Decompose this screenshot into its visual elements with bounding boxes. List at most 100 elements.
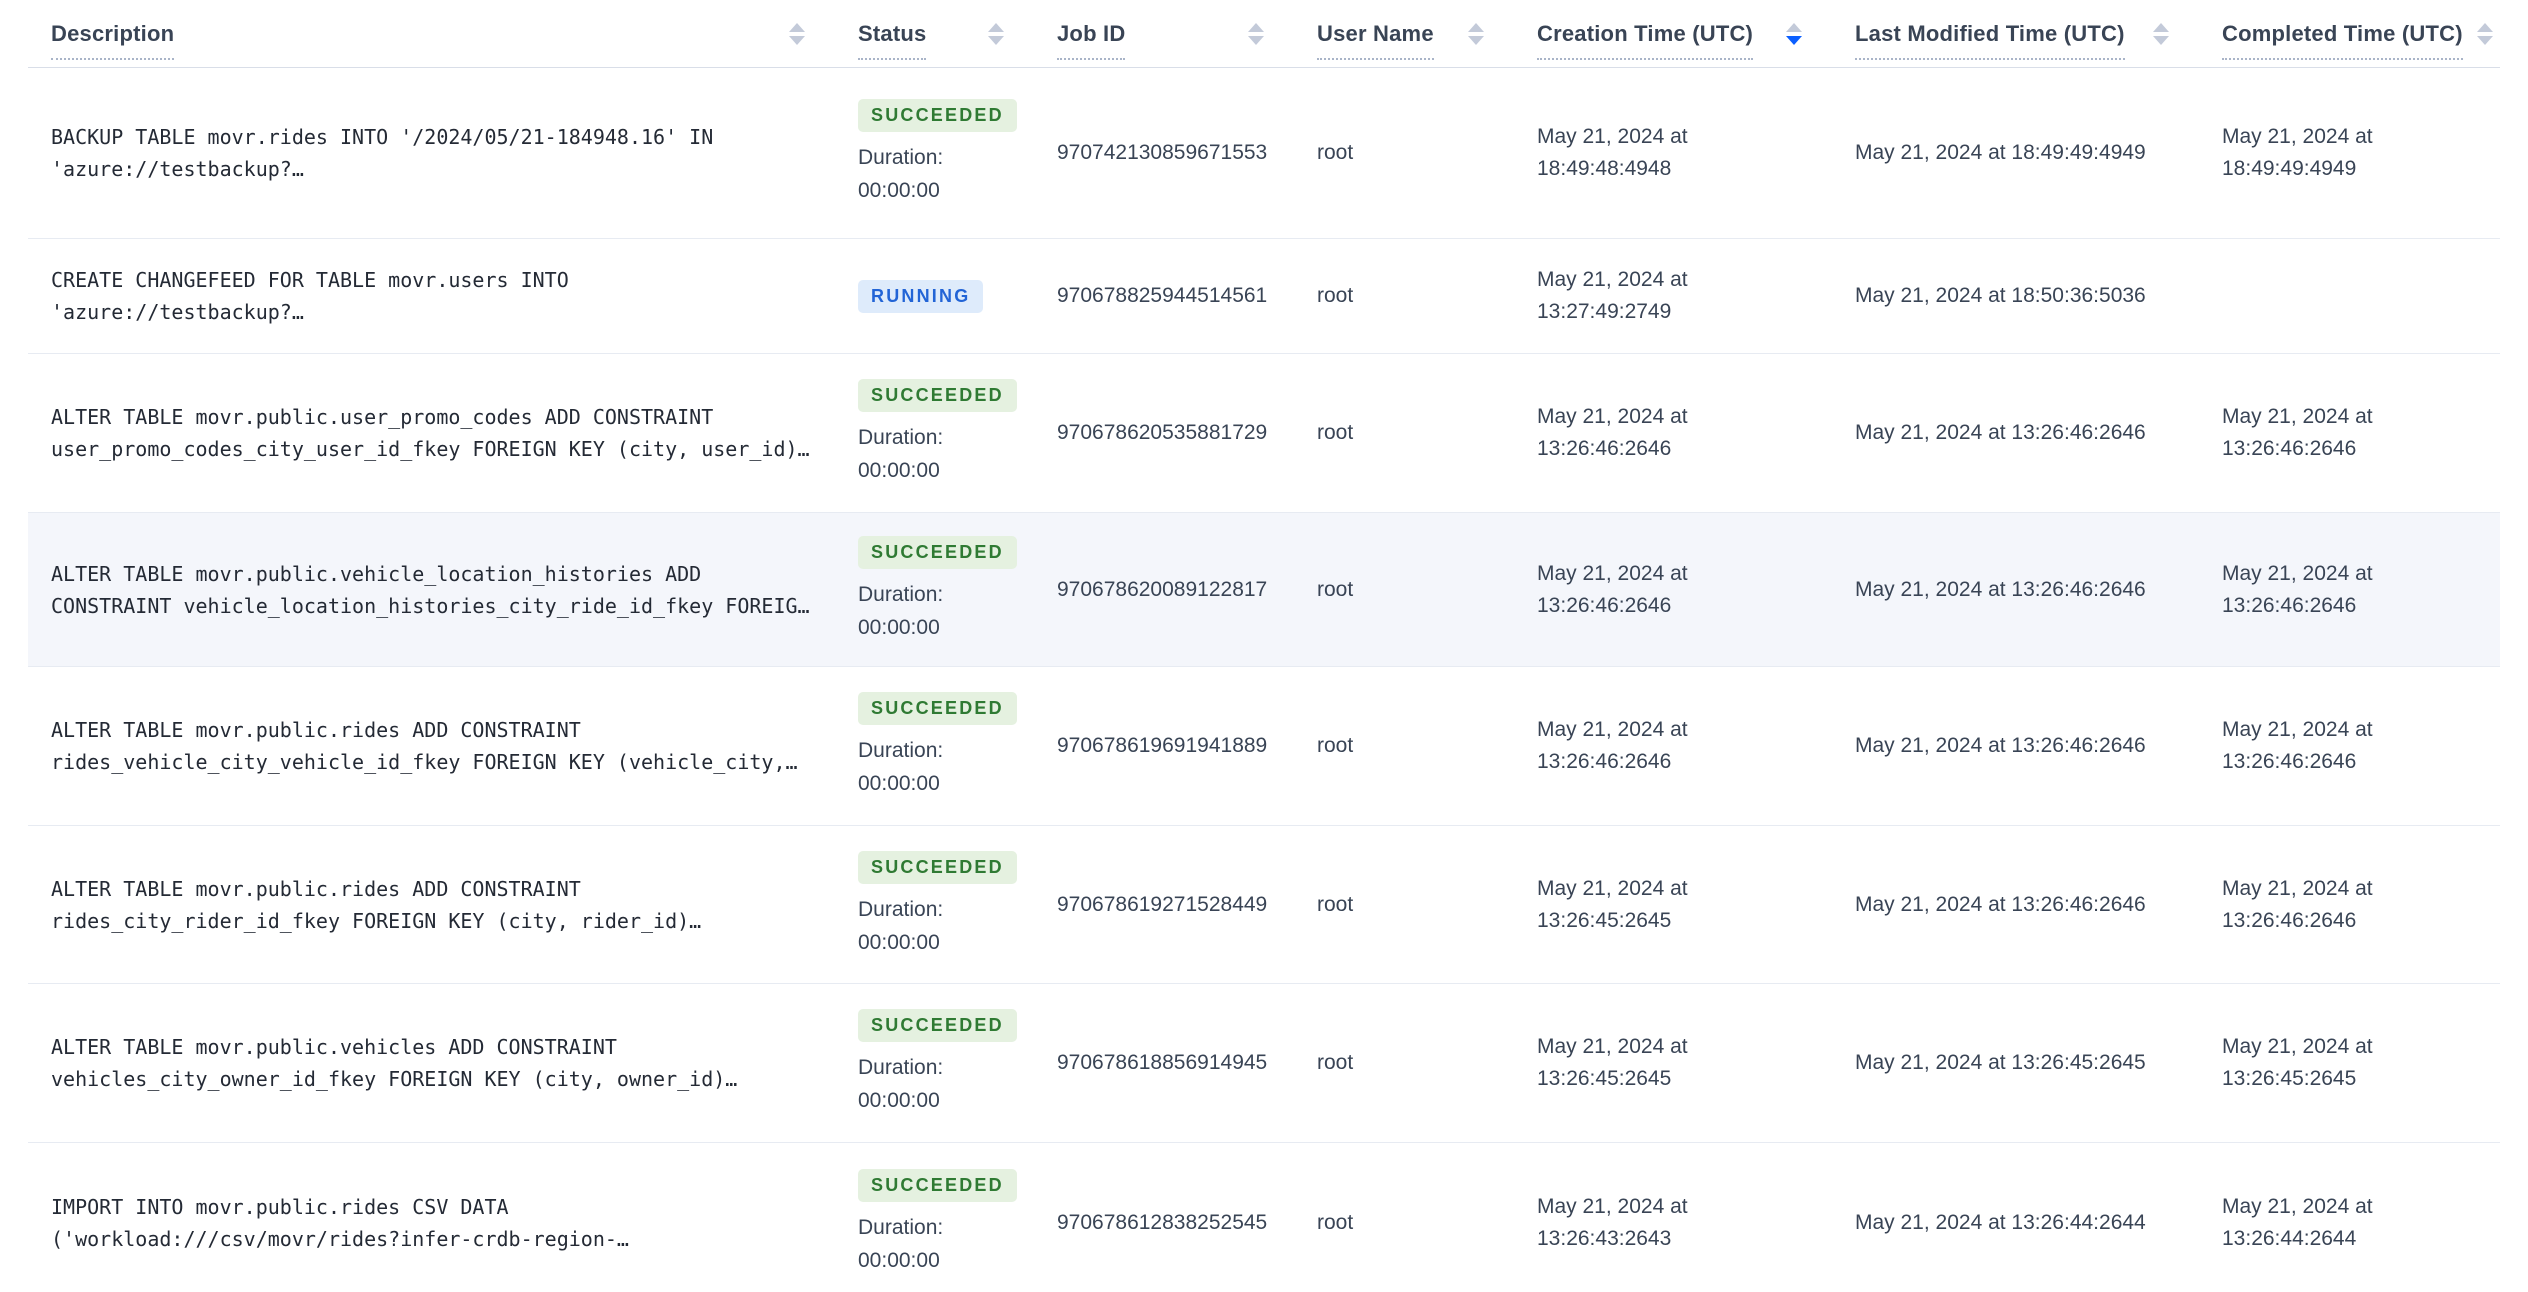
sort-icon	[2153, 22, 2169, 45]
job-id-cell: 970678620089122817	[1057, 577, 1268, 601]
status-cell: RUNNING	[835, 239, 1034, 353]
duration-value: 00:00:00	[858, 179, 940, 202]
duration-value: 00:00:00	[858, 459, 940, 482]
sort-icon	[988, 22, 1004, 45]
duration-label: Duration:	[858, 1215, 944, 1239]
job-id-cell: 970678620535881729	[1057, 421, 1268, 444]
column-header-description[interactable]: Description	[28, 21, 835, 60]
sort-up-arrow-icon	[1468, 22, 1484, 32]
column-header-completed-time[interactable]: Completed Time (UTC)	[2199, 21, 2500, 60]
user-name-cell: root	[1317, 1210, 1354, 1234]
status-cell: SUCCEEDED Duration: 00:00:00	[835, 984, 1034, 1142]
creation-time-cell: May 21, 2024 at 13:26:45:2645	[1537, 1035, 1688, 1090]
creation-time-cell: May 21, 2024 at 13:26:46:2646	[1537, 405, 1688, 460]
sort-down-arrow-icon	[2153, 35, 2169, 45]
completed-time-cell: May 21, 2024 at 18:49:49:4949	[2222, 125, 2373, 180]
last-modified-time-cell: May 21, 2024 at 13:26:46:2646	[1855, 577, 2146, 601]
job-description-link[interactable]: BACKUP TABLE movr.rides INTO '/2024/05/2…	[51, 125, 714, 181]
column-label: Job ID	[1057, 21, 1126, 60]
job-id-cell: 970678618856914945	[1057, 1051, 1268, 1074]
duration-label: Duration:	[858, 897, 944, 921]
sort-up-arrow-icon	[2476, 22, 2493, 32]
sort-icon	[1248, 22, 1264, 45]
last-modified-time-cell: May 21, 2024 at 18:50:36:5036	[1855, 284, 2146, 307]
status-badge: RUNNING	[858, 279, 984, 313]
creation-time-cell: May 21, 2024 at 18:49:48:4948	[1537, 125, 1688, 180]
duration-label: Duration:	[858, 1056, 944, 1079]
status-cell: SUCCEEDED Duration: 00:00:00	[835, 513, 1034, 666]
completed-time-cell: May 21, 2024 at 13:26:44:2644	[2222, 1194, 2373, 1250]
completed-time-cell: May 21, 2024 at 13:26:46:2646	[2222, 405, 2373, 460]
jobs-table-header: Description Status Job ID User Name Crea…	[28, 0, 2500, 68]
duration-label: Duration:	[858, 739, 944, 762]
duration-value: 00:00:00	[858, 1248, 940, 1272]
user-name-cell: root	[1317, 1051, 1354, 1074]
user-name-cell: root	[1317, 284, 1354, 307]
table-row-highlighted[interactable]: ALTER TABLE movr.public.vehicle_location…	[28, 513, 2500, 667]
job-description-link[interactable]: ALTER TABLE movr.public.user_promo_codes…	[51, 405, 810, 461]
completed-time-cell: May 21, 2024 at 13:26:46:2646	[2222, 718, 2373, 773]
creation-time-cell: May 21, 2024 at 13:26:45:2645	[1537, 876, 1688, 932]
job-id-cell: 970742130859671553	[1057, 141, 1268, 164]
table-row[interactable]: BACKUP TABLE movr.rides INTO '/2024/05/2…	[28, 68, 2500, 239]
status-cell: SUCCEEDED Duration: 00:00:00	[835, 1143, 1034, 1292]
column-header-last-modified-time[interactable]: Last Modified Time (UTC)	[1832, 21, 2199, 60]
duration-value: 00:00:00	[858, 772, 940, 795]
table-row[interactable]: IMPORT INTO movr.public.rides CSV DATA (…	[28, 1143, 2500, 1292]
table-row[interactable]: ALTER TABLE movr.public.user_promo_codes…	[28, 354, 2500, 513]
job-id-cell: 970678619691941889	[1057, 734, 1268, 757]
status-badge: SUCCEEDED	[858, 850, 1017, 884]
status-badge: SUCCEEDED	[858, 692, 1017, 725]
job-description-link[interactable]: ALTER TABLE movr.public.rides ADD CONSTR…	[51, 876, 702, 933]
duration-value: 00:00:00	[858, 930, 940, 954]
user-name-cell: root	[1317, 734, 1354, 757]
user-name-cell: root	[1317, 892, 1354, 916]
sort-down-arrow-icon	[1786, 35, 1802, 45]
table-row[interactable]: ALTER TABLE movr.public.rides ADD CONSTR…	[28, 826, 2500, 984]
status-cell: SUCCEEDED Duration: 00:00:00	[835, 68, 1034, 238]
creation-time-cell: May 21, 2024 at 13:26:46:2646	[1537, 718, 1688, 773]
sort-icon	[789, 22, 805, 45]
job-description-link[interactable]: IMPORT INTO movr.public.rides CSV DATA (…	[51, 1194, 629, 1251]
status-badge: SUCCEEDED	[858, 535, 1017, 569]
status-cell: SUCCEEDED Duration: 00:00:00	[835, 667, 1034, 825]
user-name-cell: root	[1317, 577, 1354, 601]
jobs-table: Description Status Job ID User Name Crea…	[28, 0, 2500, 1292]
table-row[interactable]: ALTER TABLE movr.public.rides ADD CONSTR…	[28, 667, 2500, 826]
job-description-link[interactable]: CREATE CHANGEFEED FOR TABLE movr.users I…	[51, 268, 569, 324]
column-label: Description	[51, 21, 175, 60]
column-label: Last Modified Time (UTC)	[1855, 21, 2125, 60]
creation-time-cell: May 21, 2024 at 13:26:43:2643	[1537, 1194, 1688, 1250]
creation-time-cell: May 21, 2024 at 13:27:49:2749	[1537, 268, 1688, 323]
duration-label: Duration:	[858, 582, 944, 606]
status-badge: SUCCEEDED	[858, 99, 1017, 132]
status-badge: SUCCEEDED	[858, 1009, 1017, 1042]
job-id-cell: 970678612838252545	[1057, 1210, 1268, 1234]
completed-time-cell: May 21, 2024 at 13:26:46:2646	[2222, 561, 2373, 617]
column-header-job-id[interactable]: Job ID	[1034, 21, 1294, 60]
column-label: Status	[858, 21, 927, 60]
sort-up-arrow-icon	[1248, 22, 1264, 32]
last-modified-time-cell: May 21, 2024 at 13:26:45:2645	[1855, 1051, 2146, 1074]
user-name-cell: root	[1317, 421, 1354, 444]
sort-down-arrow-icon	[1468, 35, 1484, 45]
column-header-user-name[interactable]: User Name	[1294, 21, 1514, 60]
table-row[interactable]: ALTER TABLE movr.public.vehicles ADD CON…	[28, 984, 2500, 1143]
status-cell: SUCCEEDED Duration: 00:00:00	[835, 354, 1034, 512]
column-header-creation-time[interactable]: Creation Time (UTC)	[1514, 21, 1832, 60]
creation-time-cell: May 21, 2024 at 13:26:46:2646	[1537, 561, 1688, 617]
job-description-link[interactable]: ALTER TABLE movr.public.rides ADD CONSTR…	[51, 718, 798, 774]
status-badge: SUCCEEDED	[858, 379, 1017, 412]
job-description-link[interactable]: ALTER TABLE movr.public.vehicles ADD CON…	[51, 1035, 738, 1091]
table-row[interactable]: CREATE CHANGEFEED FOR TABLE movr.users I…	[28, 239, 2500, 354]
job-id-cell: 970678825944514561	[1057, 284, 1268, 307]
column-label: User Name	[1317, 21, 1434, 60]
column-header-status[interactable]: Status	[835, 21, 1034, 60]
sort-icon-active-desc	[1786, 22, 1802, 45]
job-description-link[interactable]: ALTER TABLE movr.public.vehicle_location…	[51, 561, 810, 618]
user-name-cell: root	[1317, 141, 1354, 164]
sort-icon	[1468, 22, 1484, 45]
job-id-cell: 970678619271528449	[1057, 892, 1268, 916]
status-cell: SUCCEEDED Duration: 00:00:00	[835, 826, 1034, 983]
last-modified-time-cell: May 21, 2024 at 13:26:46:2646	[1855, 421, 2146, 444]
